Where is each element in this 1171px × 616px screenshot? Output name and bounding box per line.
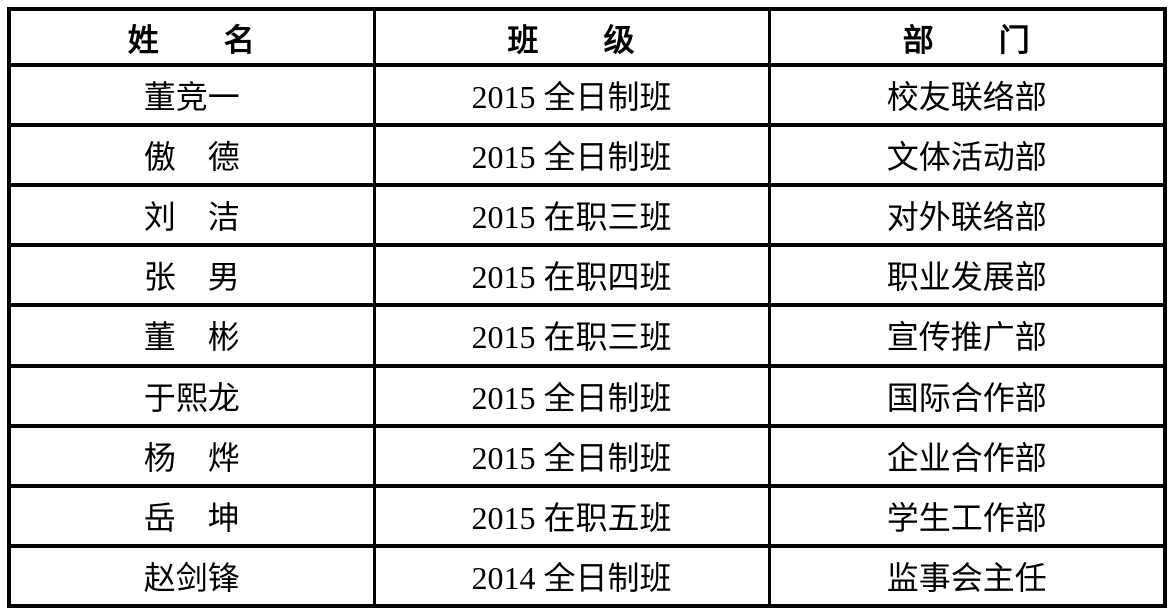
- table-row: 刘 洁 2015 在职三班 对外联络部: [7, 183, 1167, 248]
- member-roster-table: 姓 名 班 级 部 门 董竞一 2015 全日制班 校友联络部 傲 德 2015…: [7, 7, 1167, 609]
- table-row: 杨 烨 2015 全日制班 企业合作部: [7, 423, 1167, 488]
- header-department: 部 门: [767, 7, 1167, 67]
- department-cell: 对外联络部: [767, 183, 1167, 248]
- header-row: 姓 名 班 级 部 门: [7, 7, 1167, 67]
- name-cell: 杨 烨: [7, 423, 376, 488]
- class-cell: 2015 在职五班: [372, 483, 771, 548]
- class-cell: 2015 全日制班: [372, 423, 771, 488]
- department-cell: 文体活动部: [767, 123, 1167, 188]
- header-name: 姓 名: [7, 7, 376, 67]
- department-cell: 宣传推广部: [767, 303, 1167, 368]
- table-body: 董竞一 2015 全日制班 校友联络部 傲 德 2015 全日制班 文体活动部 …: [7, 62, 1167, 609]
- table-row: 岳 坤 2015 在职五班 学生工作部: [7, 483, 1167, 548]
- class-cell: 2015 全日制班: [372, 62, 771, 128]
- table-row: 于熙龙 2015 全日制班 国际合作部: [7, 363, 1167, 428]
- name-cell: 岳 坤: [7, 483, 376, 548]
- department-cell: 校友联络部: [767, 62, 1167, 128]
- name-cell: 于熙龙: [7, 363, 376, 428]
- name-cell: 傲 德: [7, 123, 376, 188]
- table-header: 姓 名 班 级 部 门: [7, 7, 1167, 67]
- name-cell: 赵剑锋: [7, 543, 376, 609]
- table-row: 赵剑锋 2014 全日制班 监事会主任: [7, 543, 1167, 609]
- table-row: 董竞一 2015 全日制班 校友联络部: [7, 62, 1167, 128]
- department-cell: 学生工作部: [767, 483, 1167, 548]
- name-cell: 刘 洁: [7, 183, 376, 248]
- class-cell: 2014 全日制班: [372, 543, 771, 609]
- table-row: 董 彬 2015 在职三班 宣传推广部: [7, 303, 1167, 368]
- class-cell: 2015 在职三班: [372, 303, 771, 368]
- department-cell: 国际合作部: [767, 363, 1167, 428]
- name-cell: 董竞一: [7, 62, 376, 128]
- class-cell: 2015 在职三班: [372, 183, 771, 248]
- department-cell: 职业发展部: [767, 243, 1167, 308]
- department-cell: 监事会主任: [767, 543, 1167, 609]
- table-row: 傲 德 2015 全日制班 文体活动部: [7, 123, 1167, 188]
- table-row: 张 男 2015 在职四班 职业发展部: [7, 243, 1167, 308]
- name-cell: 董 彬: [7, 303, 376, 368]
- class-cell: 2015 在职四班: [372, 243, 771, 308]
- class-cell: 2015 全日制班: [372, 363, 771, 428]
- header-class: 班 级: [372, 7, 771, 67]
- department-cell: 企业合作部: [767, 423, 1167, 488]
- class-cell: 2015 全日制班: [372, 123, 771, 188]
- name-cell: 张 男: [7, 243, 376, 308]
